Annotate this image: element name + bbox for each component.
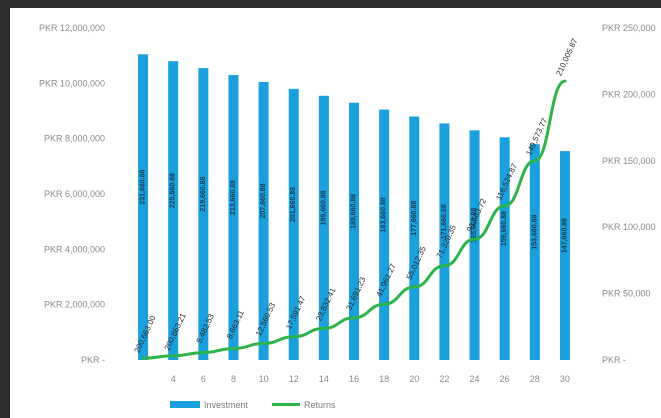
left-axis-tick-label: PKR 8,000,000 xyxy=(44,134,105,144)
investment-bar xyxy=(138,54,149,361)
returns-data-label: 210,005.87 xyxy=(554,37,579,78)
right-axis-tick-label: PKR 50,000 xyxy=(602,289,651,299)
right-axis-tick-label: PKR 150,000 xyxy=(602,156,656,166)
investment-bar xyxy=(288,88,299,360)
chart: 231,660.88 225,660.88 219,660.88 213,660.88… xyxy=(39,23,656,410)
right-axis-tick-label: PKR 250,000 xyxy=(602,23,656,33)
investment-bar xyxy=(469,130,480,360)
investment-data-label: 177,660.88 xyxy=(411,201,418,236)
x-axis-tick-label: 6 xyxy=(201,374,206,384)
investment-bar xyxy=(228,75,239,361)
left-axis-tick-label: PKR 2,000,000 xyxy=(44,300,105,310)
investment-bar xyxy=(198,68,209,360)
investment-data-label: 219,660.88 xyxy=(200,176,207,211)
investment-bar xyxy=(349,102,359,360)
investment-data-label: 183,660.88 xyxy=(381,197,388,232)
legend-swatch-returns xyxy=(272,403,300,406)
investment-data-label: 147,660.88 xyxy=(561,218,568,253)
returns-line xyxy=(141,79,567,360)
investment-bar xyxy=(379,109,390,360)
investment-data-label: 195,660.88 xyxy=(320,190,327,225)
left-axis-tick-label: PKR 4,000,000 xyxy=(44,244,105,254)
investment-bar xyxy=(439,123,450,360)
left-axis-tick-label: PKR - xyxy=(81,355,105,365)
investment-data-label: 207,660.88 xyxy=(260,183,267,218)
investment-data-label: 189,660.88 xyxy=(351,194,358,229)
x-axis-tick-label: 30 xyxy=(560,374,570,384)
investment-bar xyxy=(318,95,329,361)
legend-label-investment: Investment xyxy=(204,400,249,410)
right-axis-tick-label: PKR 200,000 xyxy=(602,89,656,99)
left-axis-tick-label: PKR 12,000,000 xyxy=(39,23,105,33)
x-axis-tick-label: 20 xyxy=(409,374,419,384)
investment-data-label: 153,660.88 xyxy=(531,214,538,249)
investment-data-label: 201,660.88 xyxy=(290,187,297,222)
right-axis-tick-label: PKR - xyxy=(602,355,626,365)
legend-label-returns: Returns xyxy=(304,400,336,410)
x-axis-tick-label: 28 xyxy=(530,374,540,384)
x-axis-tick-label: 22 xyxy=(439,374,449,384)
investment-data-label: 171,660.88 xyxy=(441,204,448,239)
investment-data-label: 225,660.88 xyxy=(170,173,177,208)
investment-bar xyxy=(168,61,179,360)
left-axis-tick-label: PKR 6,000,000 xyxy=(44,189,105,199)
investment-bar xyxy=(529,144,540,360)
investment-data-label: 159,660.88 xyxy=(501,211,508,246)
x-axis-tick-label: 26 xyxy=(500,374,510,384)
legend-swatch-investment xyxy=(170,401,200,408)
investment-bar xyxy=(499,137,510,360)
x-axis-tick-label: 18 xyxy=(379,374,389,384)
x-axis-tick-label: 12 xyxy=(289,374,299,384)
investment-data-label: 231,660.88 xyxy=(140,170,147,205)
investment-bar xyxy=(409,116,420,361)
x-axis-tick-label: 14 xyxy=(319,374,329,384)
investment-data-label: 165,660.88 xyxy=(471,208,478,243)
x-axis-tick-label: 10 xyxy=(259,374,269,384)
x-axis-tick-label: 16 xyxy=(349,374,359,384)
investment-data-label: 213,660.88 xyxy=(230,180,237,215)
x-axis-tick-label: 4 xyxy=(171,374,176,384)
x-axis-tick-label: 8 xyxy=(231,374,236,384)
x-axis-tick-label: 24 xyxy=(470,374,480,384)
left-axis-tick-label: PKR 10,000,000 xyxy=(39,78,105,88)
chart-frame: 231,660.88 225,660.88 219,660.88 213,660.88… xyxy=(10,8,661,418)
right-axis-tick-label: PKR 100,000 xyxy=(602,222,656,232)
investment-bar xyxy=(258,81,269,360)
investment-bar xyxy=(559,151,570,360)
